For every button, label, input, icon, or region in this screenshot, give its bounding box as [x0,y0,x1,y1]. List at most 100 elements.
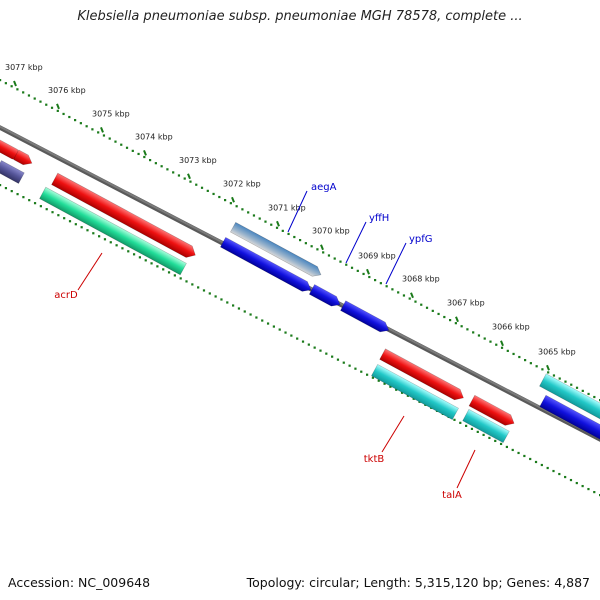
tick-label: 3075 kbp [92,109,130,118]
gene-talA-cyan[interactable] [462,408,510,444]
gene-label-ypfG[interactable]: ypfG [385,234,433,285]
gc-dot [272,325,275,328]
gc-dot [218,195,221,199]
gc-dot [50,106,54,109]
accession-text: Accession: NC_009648 [8,575,151,590]
gc-dot [587,487,590,491]
tick-mark [143,149,147,156]
gc-dot [206,189,209,192]
gc-dot [454,322,457,325]
gc-dot [74,223,77,226]
gene-forward-navy-left[interactable] [0,160,25,184]
gc-dot [377,379,380,382]
gc-dot [304,242,307,245]
gene-forward-red-left-2[interactable] [13,149,34,168]
gc-dot [581,389,584,392]
scale-tick: 3067 kbp [447,299,485,323]
gc-dot [33,97,36,100]
gc-dot [325,352,328,355]
gene-talA-red[interactable] [468,394,517,428]
gc-dot [241,208,244,211]
gc-dot [150,262,153,265]
gc-dot [517,451,520,455]
gc-dot [189,180,192,183]
gc-dot [511,448,514,452]
gc-dot [546,466,549,470]
gc-dot [529,457,532,461]
genome-summary-text: Topology: circular; Length: 5,315,120 bp… [246,575,590,590]
gc-dot [232,304,235,307]
tick-mark [231,196,235,203]
gene-forward-red-left-2-shape [13,149,33,166]
gc-dot [400,391,404,394]
scale-tick: 3068 kbp [402,275,440,299]
gc-dot [39,100,42,103]
gc-dot [518,355,521,359]
gc-dot [173,274,176,277]
gene-label-talA[interactable]: talA [442,449,476,501]
scale-tick: 3074 kbp [135,132,173,156]
gc-dot [149,159,152,162]
gc-dot [495,343,498,346]
gc-dot [22,91,25,94]
gene-name: yffH [369,213,389,224]
gc-dot [56,109,59,112]
gene-ypfG-arrow[interactable] [340,300,392,335]
tick-mark [56,103,60,110]
gene-talA-red-shape [468,394,515,426]
gc-dot [296,337,299,340]
gene-label-acrD[interactable]: acrD [54,252,103,301]
tick-mark [276,220,280,227]
gene-label-yffH[interactable]: yffH [345,213,389,264]
gene-tktB-red-shape [379,348,464,401]
gene-label-aegA[interactable]: aegA [287,182,337,233]
gc-dot [197,286,200,289]
scale-tick: 3071 kbp [268,203,306,227]
gc-dot [154,162,157,165]
gene-aegA-arrow[interactable] [230,221,323,279]
gene-forward-blue-right[interactable] [539,394,600,445]
gc-dot [10,85,13,88]
gc-dot [414,300,417,303]
gc-dot [212,192,215,196]
gene-acrD-red[interactable] [51,172,199,261]
gc-dot [226,301,229,304]
gene-label-tktB[interactable]: tktB [364,415,405,465]
gc-dot [255,316,258,319]
gc-dot [535,365,538,368]
gc-dot [108,137,111,140]
gene-yffH-arrow[interactable] [308,284,342,310]
gc-dot [310,245,313,248]
gc-dot [365,373,369,376]
gc-dot [307,343,310,346]
tick-label: 3067 kbp [447,299,485,308]
gc-dot [229,202,232,205]
gc-dot [383,382,386,385]
scale-tick: 3066 kbp [492,323,530,347]
gc-dot [299,239,302,242]
gene-aegA-arrow-shape [230,221,322,277]
gene-forward-blue-1[interactable] [220,236,313,294]
gc-dot [581,484,584,488]
gc-dot [379,282,382,285]
tick-mark [366,268,370,275]
gc-dot [0,79,2,82]
gene-tktB-cyan[interactable] [371,363,459,421]
gc-dot [92,232,95,235]
gene-tktB-red[interactable] [379,348,467,403]
gc-dot [558,377,561,380]
gc-dot [333,257,336,260]
gc-dot [354,367,357,370]
gene-acrD-green-shape [39,186,187,276]
gc-dot [27,94,31,97]
gc-dot [191,283,194,286]
gene-name: talA [442,490,462,501]
gc-dot [220,298,223,301]
gene-acrD-green[interactable] [39,186,187,276]
gc-dot [166,168,169,171]
gc-dot [570,383,573,386]
gc-dot [500,346,504,349]
scale-tick: 3070 kbp [312,227,350,251]
gc-dot [261,319,264,322]
